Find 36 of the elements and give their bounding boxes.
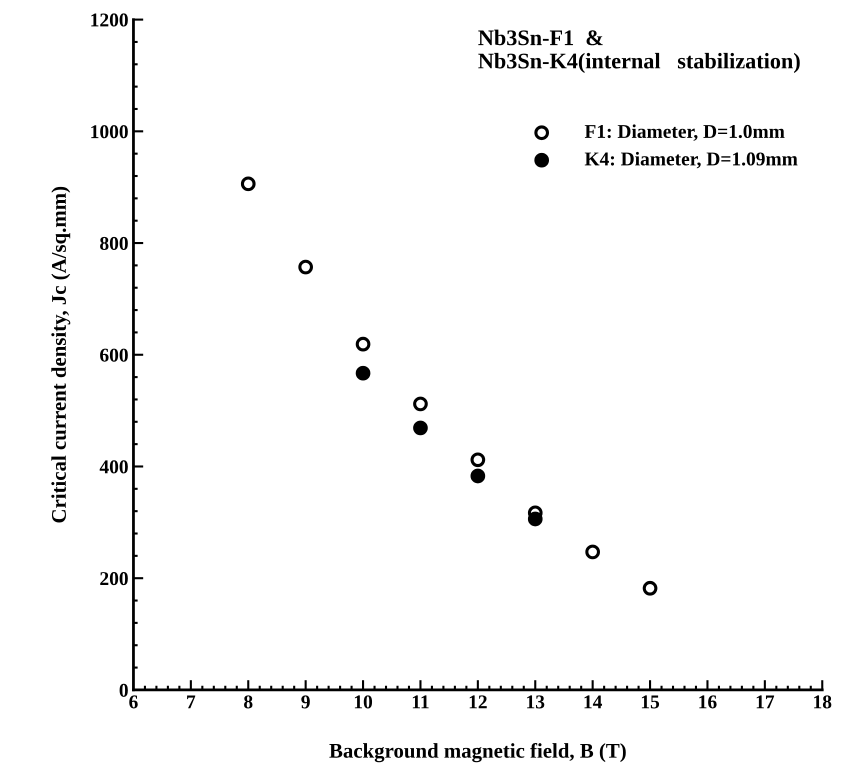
- y-tick-label: 400: [100, 460, 128, 474]
- point: [470, 452, 486, 468]
- point: [585, 544, 600, 560]
- x-tick-label: 9: [301, 695, 310, 708]
- legend-label: F1: Diameter, D=1.0mm: [584, 124, 785, 141]
- y-tick-label: 200: [100, 572, 128, 586]
- x-tick-label: 12: [470, 695, 487, 708]
- point: [298, 260, 313, 274]
- x-tick-label: 8: [244, 695, 252, 708]
- point: [413, 396, 428, 412]
- y-tick-label: 1000: [91, 125, 128, 138]
- x-axis-title: Background magnetic field, B (T): [329, 742, 626, 762]
- point: [528, 512, 543, 526]
- text: Nb3Sn-F1 & Nb3Sn-K4(internal stabilization): [478, 30, 800, 74]
- point: [470, 468, 486, 484]
- y-axis-title: Critical current density, Jc (A/sq.mm): [51, 186, 70, 523]
- y-tick-label: 600: [100, 348, 128, 362]
- x-tick-label: 16: [699, 695, 717, 708]
- x-tick-label: 6: [129, 695, 138, 708]
- point: [240, 176, 256, 192]
- legend-label: K4: Diameter, D=1.09mm: [584, 152, 798, 168]
- x-tick-label: 10: [354, 695, 372, 708]
- x-tick-label: 7: [187, 696, 196, 708]
- y-tick-label: 1200: [91, 13, 128, 27]
- x-tick-label: 15: [642, 695, 660, 708]
- x-tick-label: 17: [756, 695, 774, 708]
- point: [356, 366, 370, 381]
- x-tick-label: 13: [527, 695, 544, 708]
- x-tick-label: 14: [584, 695, 602, 708]
- point: [413, 420, 428, 436]
- y-tick-label: 0: [120, 684, 128, 697]
- point: [642, 580, 658, 596]
- x-tick-label: 11: [412, 695, 429, 708]
- y-tick-label: 800: [100, 236, 128, 250]
- x-tick-label: 18: [814, 695, 832, 708]
- point: [356, 336, 370, 352]
